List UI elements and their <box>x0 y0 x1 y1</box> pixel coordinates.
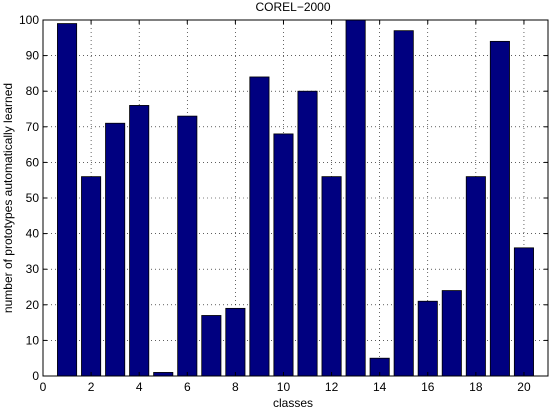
bar <box>105 122 126 377</box>
x-tick-label: 0 <box>40 380 47 394</box>
y-tick-label: 80 <box>26 84 40 98</box>
bar <box>273 133 294 377</box>
x-tick-label: 14 <box>373 380 387 394</box>
bar <box>465 176 486 377</box>
y-tick-label: 90 <box>26 49 40 63</box>
y-tick-label: 20 <box>26 298 40 312</box>
bar <box>441 290 462 377</box>
bars <box>57 19 534 377</box>
bar <box>153 372 174 377</box>
bar <box>201 315 222 377</box>
bar <box>249 76 270 377</box>
x-tick-label: 8 <box>232 380 239 394</box>
chart-title: COREL−2000 <box>255 0 330 14</box>
bar <box>297 90 318 377</box>
bar <box>81 176 102 377</box>
bar <box>129 105 150 377</box>
y-tick-label: 100 <box>19 13 39 27</box>
x-tick-label: 2 <box>88 380 95 394</box>
x-axis: 0 2 4 6 8 10 12 14 16 18 20 <box>40 20 531 394</box>
bar <box>177 115 198 377</box>
y-axis-label: number of prototypes automatically learn… <box>1 83 15 313</box>
y-axis: 0 10 20 30 40 50 60 70 80 90 100 <box>19 13 548 383</box>
y-tick-label: 10 <box>26 333 40 347</box>
x-tick-label: 18 <box>469 380 483 394</box>
y-tick-label: 40 <box>26 227 40 241</box>
y-tick-label: 30 <box>26 262 40 276</box>
bar <box>489 40 510 377</box>
bar <box>417 300 438 377</box>
x-tick-label: 10 <box>277 380 291 394</box>
x-axis-label: classes <box>273 396 313 410</box>
x-tick-label: 16 <box>421 380 435 394</box>
bar <box>393 30 414 377</box>
bar <box>345 19 366 377</box>
y-tick-label: 0 <box>32 369 39 383</box>
bar <box>321 176 342 377</box>
x-tick-label: 4 <box>136 380 143 394</box>
x-tick-label: 12 <box>325 380 339 394</box>
bar <box>513 247 534 377</box>
y-tick-label: 70 <box>26 120 40 134</box>
y-tick-label: 60 <box>26 155 40 169</box>
x-tick-label: 6 <box>184 380 191 394</box>
bar <box>57 23 78 377</box>
y-tick-label: 50 <box>26 191 40 205</box>
x-tick-label: 20 <box>517 380 531 394</box>
bar <box>225 307 246 377</box>
